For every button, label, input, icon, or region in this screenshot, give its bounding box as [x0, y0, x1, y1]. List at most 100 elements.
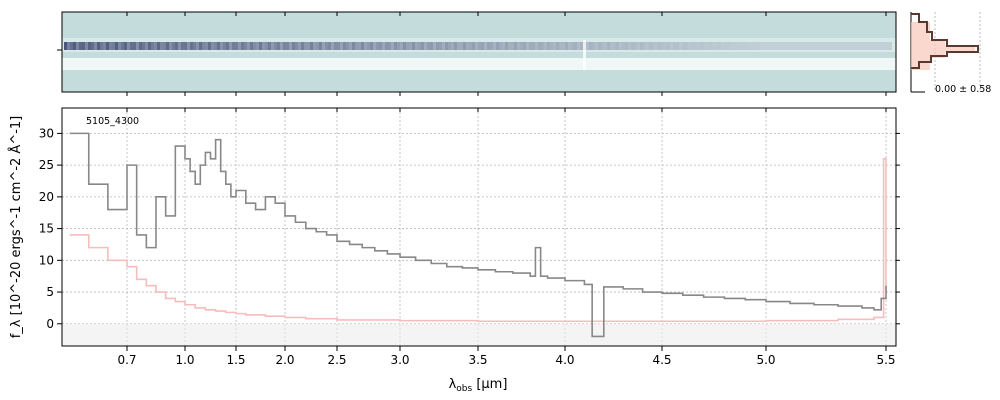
trace-pixel [256, 42, 259, 50]
trace-pixel [748, 42, 751, 50]
trace-pixel [367, 42, 370, 50]
x-tick-label: 1.5 [226, 353, 245, 367]
trace-pixel [316, 42, 319, 50]
trace-pixel [301, 42, 304, 50]
profile-panel: 0.00 ± 0.58 [910, 12, 991, 95]
y-tick-label: 25 [39, 158, 54, 172]
trace-pixel [202, 42, 205, 50]
trace-pixel [193, 42, 196, 50]
trace-pixel [835, 42, 838, 50]
trace-pixel [586, 42, 589, 50]
trace-pixel [73, 42, 76, 50]
trace-pixel [751, 42, 754, 50]
trace-pixel [499, 42, 502, 50]
trace-pixel [322, 42, 325, 50]
trace-pixel [646, 42, 649, 50]
trace-pixel [442, 42, 445, 50]
trace-pixel [445, 42, 448, 50]
trace-pixel [733, 42, 736, 50]
trace-pixel [184, 42, 187, 50]
trace-pixel [694, 42, 697, 50]
trace-pixel [232, 42, 235, 50]
trace-pixel [649, 42, 652, 50]
trace-pixel [223, 42, 226, 50]
trace-pixel [181, 42, 184, 50]
trace-pixel [769, 42, 772, 50]
trace-pixel [199, 42, 202, 50]
profile-line [911, 13, 979, 69]
trace-pixel [844, 42, 847, 50]
trace-pixel [607, 42, 610, 50]
x-axis-title-sub: obs [456, 384, 472, 394]
trace-pixel [211, 42, 214, 50]
trace-pixel [880, 42, 883, 50]
trace-pixel [163, 42, 166, 50]
trace-pixel [541, 42, 544, 50]
trace-pixel [172, 42, 175, 50]
y-tick-label: 15 [39, 222, 54, 236]
trace-pixel [289, 42, 292, 50]
trace-pixel [598, 42, 601, 50]
trace-pixel [268, 42, 271, 50]
trace-pixel [220, 42, 223, 50]
trace-pixel [250, 42, 253, 50]
trace-pixel [700, 42, 703, 50]
trace-pixel [439, 42, 442, 50]
y-axis-title: f_λ [10^-20 ergs^-1 cm^-2 Å^-1] [8, 116, 24, 339]
trace-pixel [217, 42, 220, 50]
trace-pixel [472, 42, 475, 50]
trace-pixel [157, 42, 160, 50]
zero-band [62, 323, 896, 346]
trace-pixel [637, 42, 640, 50]
x-tick-label: 3.0 [390, 353, 409, 367]
trace-pixel [214, 42, 217, 50]
trace-pixel [409, 42, 412, 50]
trace-pixel [841, 42, 844, 50]
trace-pixel [298, 42, 301, 50]
y-tick-label: 20 [39, 190, 54, 204]
trace-pixel [295, 42, 298, 50]
trace-pixel [64, 42, 67, 50]
trace-pixel [76, 42, 79, 50]
trace-pixel [448, 42, 451, 50]
trace-pixel [736, 42, 739, 50]
trace-pixel [622, 42, 625, 50]
trace-pixel [511, 42, 514, 50]
trace-pixel [349, 42, 352, 50]
trace-pixel [856, 42, 859, 50]
trace-pixel [67, 42, 70, 50]
trace-pixel [475, 42, 478, 50]
trace-lower-band [62, 58, 896, 70]
trace-pixel [706, 42, 709, 50]
trace-pixel [487, 42, 490, 50]
trace-pixel [271, 42, 274, 50]
series-uncertainty-line [69, 157, 887, 323]
trace-pixel [574, 42, 577, 50]
trace-pixel [643, 42, 646, 50]
x-tick-label: 1.0 [175, 353, 194, 367]
trace-pixel [259, 42, 262, 50]
trace-pixel [283, 42, 286, 50]
trace-pixel [364, 42, 367, 50]
trace-pixel [424, 42, 427, 50]
trace-pixel [412, 42, 415, 50]
trace-pixel [613, 42, 616, 50]
spectrum-1d-series [69, 132, 887, 338]
trace-pixel [664, 42, 667, 50]
trace-pixel [478, 42, 481, 50]
trace-pixel [175, 42, 178, 50]
trace-pixel [148, 42, 151, 50]
trace-pixel [385, 42, 388, 50]
trace-pixel [838, 42, 841, 50]
trace-pixel [244, 42, 247, 50]
trace-pixel [343, 42, 346, 50]
trace-pixel [346, 42, 349, 50]
trace-pixel [274, 42, 277, 50]
spectrum-1d-background [62, 108, 896, 346]
y-axis-ticks: 0 5 10 15 20 25 30 [39, 126, 900, 331]
x-axis-title-unit: [μm] [476, 377, 507, 392]
trace-pixel [88, 42, 91, 50]
x-tick-label: 5.5 [876, 353, 895, 367]
trace-pixel [286, 42, 289, 50]
